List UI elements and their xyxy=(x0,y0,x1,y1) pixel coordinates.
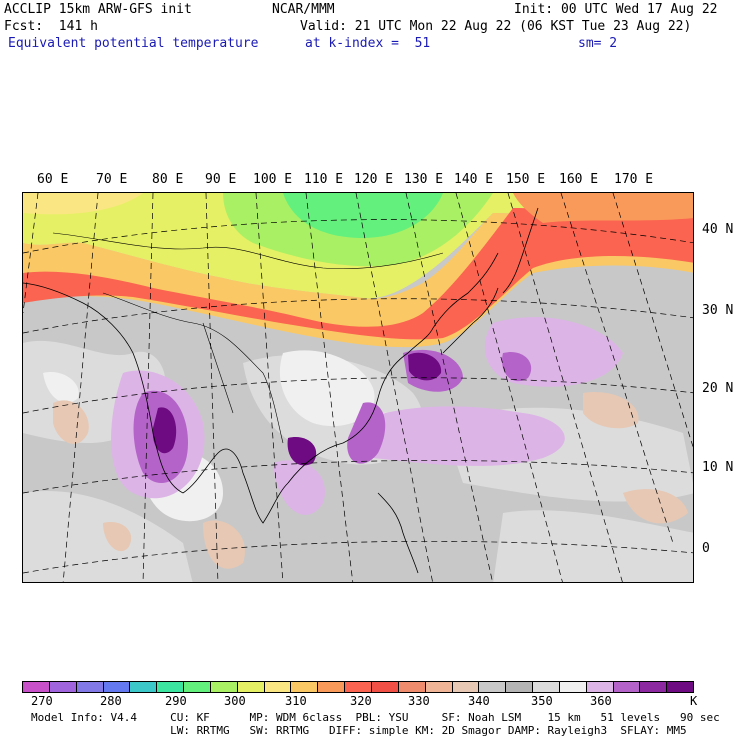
lon-label: 70 E xyxy=(96,172,128,187)
colorbar-swatch xyxy=(505,682,533,692)
lat-label: 40 N xyxy=(702,222,734,237)
forecast-hour: Fcst: 141 h xyxy=(4,19,98,34)
colorbar-swatch xyxy=(290,682,318,692)
colorbar-swatch xyxy=(397,682,425,692)
model-info-line1: Model Info: V4.4 CU: KF MP: WDM 6class P… xyxy=(31,711,720,724)
colorbar-swatch xyxy=(236,682,264,692)
title-model: ACCLIP 15km ARW-GFS init xyxy=(4,2,192,17)
colorbar-swatch xyxy=(209,682,237,692)
colorbar-tick: 280 xyxy=(100,694,122,708)
model-info-line2: LW: RRTMG SW: RRTMG DIFF: simple KM: 2D … xyxy=(31,724,687,737)
lon-label: 120 E xyxy=(354,172,394,187)
colorbar-swatch xyxy=(639,682,667,692)
colorbar-swatch xyxy=(558,682,586,692)
init-time: Init: 00 UTC Wed 17 Aug 22 xyxy=(514,2,718,17)
lon-label: 60 E xyxy=(37,172,69,187)
colorbar-tick: 320 xyxy=(350,694,372,708)
pale-yellow-band xyxy=(23,193,143,215)
lon-label: 170 E xyxy=(614,172,654,187)
country-borders xyxy=(52,232,444,444)
tan-field xyxy=(53,392,688,569)
colorbar-swatch xyxy=(424,682,452,692)
green-core xyxy=(283,193,443,238)
lat-label: 10 N xyxy=(702,460,734,475)
lat-label: 30 N xyxy=(702,303,734,318)
colorbar-swatch xyxy=(48,682,76,692)
colorbar-swatch xyxy=(344,682,371,692)
title-institution: NCAR/MMM xyxy=(272,2,335,17)
colorbar-swatch xyxy=(532,682,559,692)
lat-label: 0 xyxy=(702,541,710,556)
colorbar-swatch xyxy=(23,682,49,692)
colorbar-tick: 330 xyxy=(408,694,430,708)
colorbar-swatch xyxy=(478,682,506,692)
colorbar-swatch xyxy=(156,682,184,692)
theta-e-map xyxy=(22,192,694,583)
colorbar-swatch xyxy=(183,682,210,692)
map-canvas xyxy=(23,193,693,582)
valid-time: Valid: 21 UTC Mon 22 Aug 22 (06 KST Tue … xyxy=(300,19,692,34)
lat-label: 20 N xyxy=(702,381,734,396)
colorbar-tick: 350 xyxy=(531,694,553,708)
lon-label: 80 E xyxy=(152,172,184,187)
red-band xyxy=(23,208,693,340)
coastlines xyxy=(23,207,539,574)
colorbar-units: K xyxy=(690,694,698,708)
smoothing: sm= 2 xyxy=(578,36,618,51)
colorbar-swatch xyxy=(585,682,613,692)
lon-label: 110 E xyxy=(304,172,344,187)
colorbar-tick: 300 xyxy=(224,694,246,708)
colorbar-swatch xyxy=(263,682,291,692)
lon-label: 130 E xyxy=(404,172,444,187)
lon-label: 100 E xyxy=(253,172,293,187)
colorbar-swatch xyxy=(370,682,398,692)
colorbar-swatch xyxy=(317,682,345,692)
colorbar-swatch xyxy=(129,682,157,692)
field-name: Equivalent potential temperature xyxy=(8,36,259,51)
colorbar-tick: 310 xyxy=(285,694,307,708)
dark-purple-core xyxy=(152,352,442,466)
lon-label: 90 E xyxy=(205,172,237,187)
colorbar-tick: 290 xyxy=(165,694,187,708)
lon-label: 160 E xyxy=(559,172,599,187)
level-index: at k-index = 51 xyxy=(305,36,431,51)
colorbar xyxy=(22,681,694,693)
colorbar-swatch xyxy=(451,682,479,692)
lon-label: 150 E xyxy=(506,172,546,187)
colorbar-tick: 340 xyxy=(468,694,490,708)
colorbar-tick: 360 xyxy=(590,694,612,708)
colorbar-swatch xyxy=(666,682,694,692)
graticule xyxy=(23,193,693,582)
colorbar-swatch xyxy=(102,682,130,692)
salmon-band xyxy=(513,193,693,223)
colorbar-tick: 270 xyxy=(31,694,53,708)
colorbar-swatch xyxy=(75,682,103,692)
colorbar-swatch xyxy=(612,682,640,692)
lon-label: 140 E xyxy=(454,172,494,187)
